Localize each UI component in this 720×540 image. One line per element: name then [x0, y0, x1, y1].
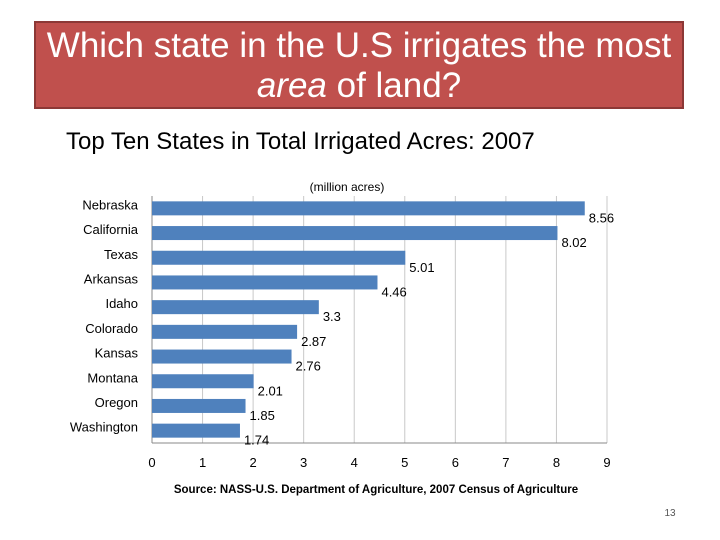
- x-tick-label: 5: [401, 455, 408, 470]
- slide-title-emphasis: area: [256, 66, 327, 105]
- value-label: 1.74: [244, 433, 269, 448]
- category-label: Arkansas: [84, 271, 139, 286]
- bar: [152, 250, 406, 265]
- value-label: 8.02: [561, 235, 586, 250]
- slide-title-end: of land?: [326, 66, 462, 105]
- x-tick-label: 4: [351, 455, 358, 470]
- value-label: 2.01: [258, 383, 283, 398]
- value-label: 1.85: [250, 408, 275, 423]
- bar: [152, 374, 254, 389]
- x-tick-label: 7: [502, 455, 509, 470]
- x-tick-label: 2: [249, 455, 256, 470]
- category-label: Texas: [104, 247, 138, 262]
- value-label: 2.87: [301, 334, 326, 349]
- x-tick-label: 9: [603, 455, 610, 470]
- category-label: Kansas: [95, 346, 139, 361]
- chart-title: Top Ten States in Total Irrigated Acres:…: [66, 128, 535, 155]
- value-label: 5.01: [409, 260, 434, 275]
- category-label: Colorado: [85, 321, 138, 336]
- unit-label: (million acres): [310, 180, 385, 194]
- bar: [152, 349, 292, 364]
- bar: [152, 423, 240, 438]
- bar: [152, 226, 558, 241]
- bar: [152, 300, 319, 315]
- x-tick-label: 6: [452, 455, 459, 470]
- value-label: 4.46: [381, 284, 406, 299]
- category-label: Montana: [87, 370, 138, 385]
- value-label: 8.56: [589, 210, 614, 225]
- slide-title-text: Which state in the U.S irrigates the mos…: [46, 26, 672, 65]
- category-label: Idaho: [105, 296, 138, 311]
- category-label: California: [83, 222, 139, 237]
- slide-title: Which state in the U.S irrigates the mos…: [34, 21, 684, 109]
- value-label: 3.3: [323, 309, 341, 324]
- bar: [152, 398, 246, 413]
- bar: [152, 275, 378, 290]
- category-label: Washington: [70, 420, 138, 435]
- x-tick-label: 3: [300, 455, 307, 470]
- bar: [152, 201, 585, 216]
- x-tick-label: 8: [553, 455, 560, 470]
- x-tick-label: 1: [199, 455, 206, 470]
- category-label: Oregon: [95, 395, 138, 410]
- category-label: Nebraska: [82, 197, 138, 212]
- value-label: 2.76: [296, 359, 321, 374]
- page-number: 13: [664, 508, 676, 519]
- bar: [152, 324, 298, 339]
- x-tick-label: 0: [148, 455, 155, 470]
- source-note: Source: NASS-U.S. Department of Agricult…: [174, 484, 578, 496]
